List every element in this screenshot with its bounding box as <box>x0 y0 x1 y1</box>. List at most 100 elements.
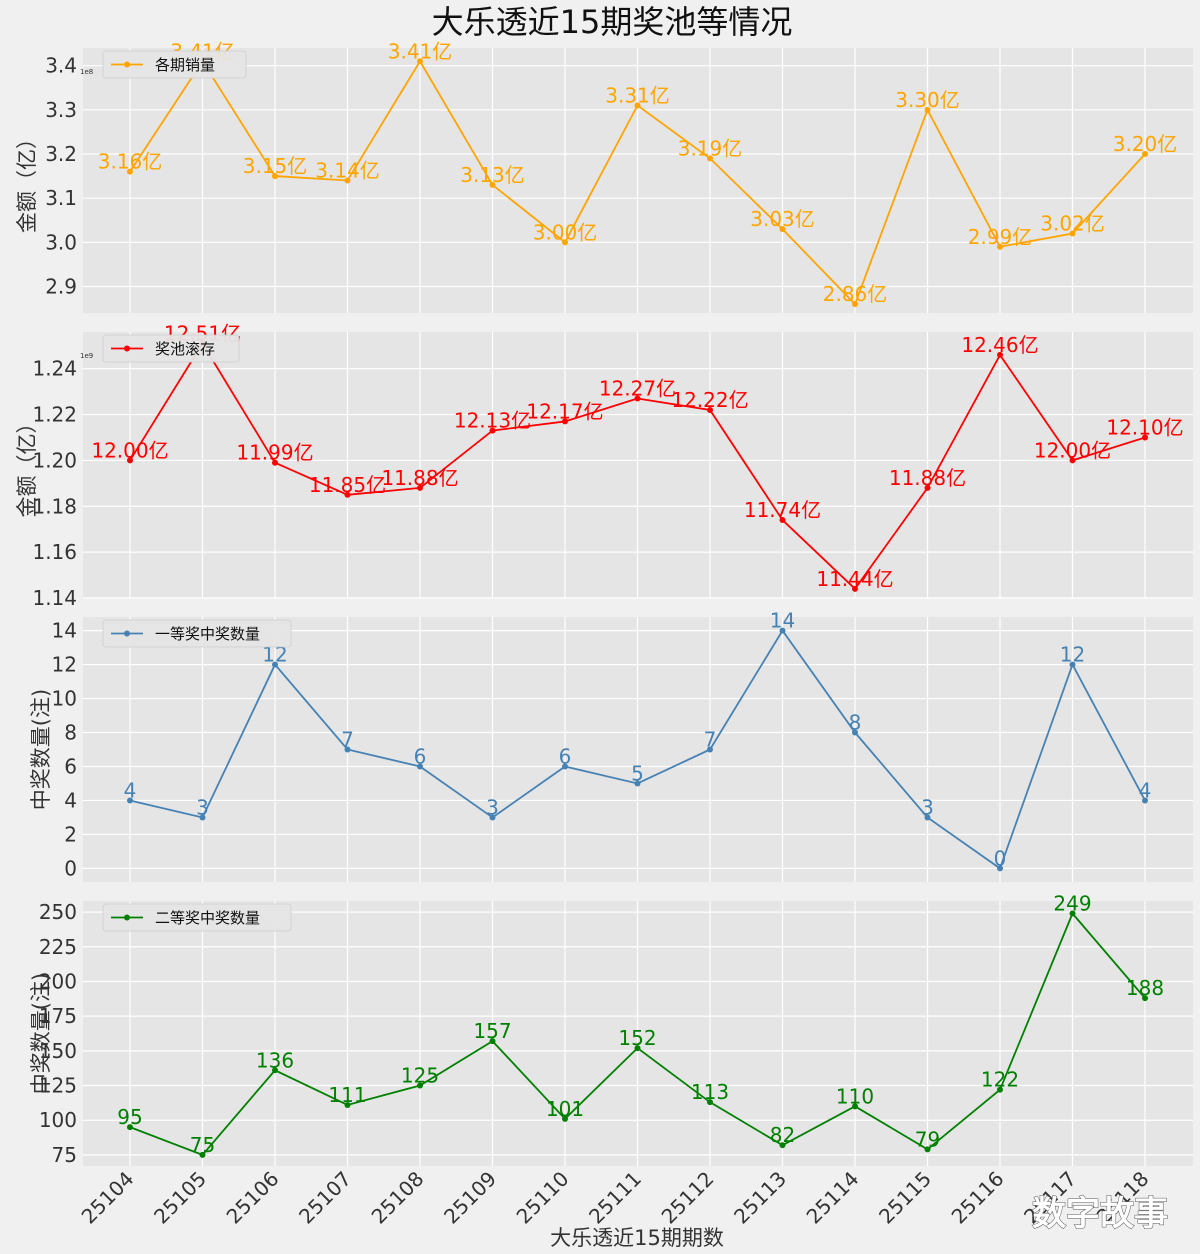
data-label: 7 <box>704 728 717 752</box>
x-tick-label: 25116 <box>947 1167 1009 1229</box>
data-point <box>417 1082 423 1089</box>
data-point <box>997 243 1003 250</box>
data-point <box>997 865 1003 872</box>
x-tick-label: 25114 <box>802 1167 864 1229</box>
legend-label: 二等奖中奖数量 <box>155 909 260 927</box>
panel-second: 75 100 125 150 175 200 225 250 中奖数量(注) 95 75 136 111… <box>29 891 1193 1167</box>
data-point <box>1069 661 1076 668</box>
data-point <box>997 1086 1003 1093</box>
data-label: 4 <box>1139 778 1152 802</box>
data-label: 6 <box>414 744 427 768</box>
y-tick-label: 14 <box>52 619 77 643</box>
data-label: 3 <box>486 795 499 819</box>
data-label: 11.88亿 <box>889 466 966 490</box>
data-point <box>417 58 423 65</box>
y-tick-label: 0 <box>64 856 77 880</box>
data-point <box>344 177 351 184</box>
data-label: 8 <box>849 711 862 735</box>
x-tick-label: 25104 <box>77 1167 139 1229</box>
y-tick-label: 150 <box>39 1039 77 1063</box>
data-label: 2.99亿 <box>968 225 1033 249</box>
y-axis-label: 中奖数量(注) <box>29 689 53 810</box>
data-point <box>1142 995 1148 1002</box>
x-tick-label: 25108 <box>367 1167 429 1229</box>
data-point <box>924 1146 931 1153</box>
data-label: 82 <box>770 1123 795 1147</box>
legend-box <box>102 50 247 79</box>
data-point <box>852 1103 858 1110</box>
y-axis-label: 金额（亿） <box>15 128 39 233</box>
data-point <box>1142 434 1148 441</box>
data-point <box>127 1124 133 1131</box>
data-label: 4 <box>124 778 137 802</box>
data-label: 12.17亿 <box>526 399 603 423</box>
legend-label: 奖池滚存 <box>155 340 215 358</box>
data-label: 12.00亿 <box>91 438 168 462</box>
legend-label: 各期销量 <box>155 56 215 74</box>
data-label: 3.15亿 <box>243 154 308 178</box>
data-label: 136 <box>256 1048 294 1072</box>
y-tick-label: 1.18 <box>32 494 77 518</box>
data-label: 3.02亿 <box>1040 212 1105 236</box>
y-tick-label: 1.20 <box>32 448 77 472</box>
y-tick-label: 8 <box>64 721 77 745</box>
data-point <box>634 1045 641 1052</box>
data-point <box>272 459 278 466</box>
y-tick-label: 6 <box>64 754 77 778</box>
data-point <box>127 797 133 804</box>
data-point <box>779 627 786 634</box>
legend: 二等奖中奖数量 <box>102 903 292 932</box>
y-tick-label: 125 <box>39 1074 77 1098</box>
data-point <box>562 1115 568 1122</box>
y-tick-label: 3.1 <box>45 186 77 210</box>
data-label: 249 <box>1053 891 1091 915</box>
data-label: 12.10亿 <box>1106 415 1183 439</box>
data-point <box>707 746 713 753</box>
x-tick-label: 25106 <box>222 1167 284 1229</box>
data-point <box>344 1101 351 1108</box>
data-label: 12 <box>1060 643 1085 667</box>
x-tick-label: 25109 <box>439 1167 501 1229</box>
legend: 一等奖中奖数量 <box>102 619 292 648</box>
y-tick-label: 1.16 <box>32 540 77 564</box>
data-point <box>779 1142 786 1149</box>
legend-marker <box>124 345 130 352</box>
data-label: 122 <box>981 1068 1019 1092</box>
data-point <box>634 395 641 402</box>
panel-sales: 2.9 3.0 3.1 3.2 3.3 3.4 金额（亿） 1e8 3.16亿 3.41亿 3.15… <box>15 39 1193 313</box>
y-tick-label: 1.14 <box>32 586 77 610</box>
data-point <box>489 181 496 188</box>
y-axis-exponent: 1e8 <box>80 68 93 76</box>
y-tick-label: 3.3 <box>45 98 77 122</box>
data-point <box>924 106 931 113</box>
data-label: 3 <box>196 795 209 819</box>
data-point <box>489 427 496 434</box>
data-point <box>1142 151 1148 157</box>
data-point <box>562 763 568 770</box>
data-point <box>997 351 1003 358</box>
data-point <box>852 301 858 308</box>
data-point <box>127 457 133 464</box>
y-tick-label: 2.9 <box>45 275 77 299</box>
data-point <box>344 746 351 753</box>
watermark: 数字故事 <box>1032 1194 1168 1234</box>
y-axis-label: 中奖数量(注) <box>29 973 53 1094</box>
legend-box <box>102 619 292 648</box>
data-point <box>489 814 496 821</box>
data-point <box>779 226 786 233</box>
data-label: 110 <box>836 1084 874 1108</box>
y-tick-label: 175 <box>39 1004 77 1028</box>
x-tick-label: 25105 <box>149 1167 211 1229</box>
data-point <box>489 1038 496 1045</box>
data-point <box>344 491 351 498</box>
x-tick-label: 25107 <box>294 1167 356 1229</box>
data-label: 3.13亿 <box>460 163 525 187</box>
data-label: 3.20亿 <box>1113 132 1178 156</box>
data-point <box>1069 910 1076 917</box>
data-point <box>272 661 278 668</box>
data-label: 12.22亿 <box>671 388 748 412</box>
legend: 奖池滚存 <box>102 334 240 363</box>
data-point <box>417 763 423 770</box>
y-tick-label: 1.22 <box>32 403 77 427</box>
